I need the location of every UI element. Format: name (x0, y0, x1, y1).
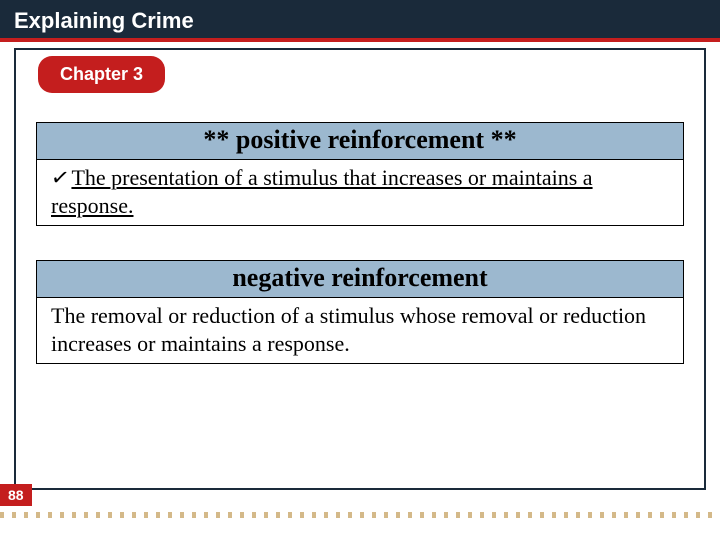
chapter-badge: Chapter 3 (38, 56, 165, 93)
header-bar: Explaining Crime (0, 0, 720, 42)
definition-title: negative reinforcement (37, 261, 683, 298)
definition-text: The presentation of a stimulus that incr… (51, 165, 593, 218)
page-number: 88 (0, 484, 32, 506)
definition-text: The removal or reduction of a stimulus w… (51, 303, 646, 356)
definition-body: ✓The presentation of a stimulus that inc… (37, 160, 683, 225)
footer-divider (0, 512, 720, 518)
check-icon: ✓ (49, 163, 71, 193)
page-title: Explaining Crime (0, 0, 720, 34)
definition-block-positive: ** positive reinforcement ** ✓The presen… (36, 122, 684, 226)
definition-title: ** positive reinforcement ** (37, 123, 683, 160)
definition-body: The removal or reduction of a stimulus w… (37, 298, 683, 363)
content-frame: ** positive reinforcement ** ✓The presen… (14, 48, 706, 490)
definition-block-negative: negative reinforcement The removal or re… (36, 260, 684, 364)
